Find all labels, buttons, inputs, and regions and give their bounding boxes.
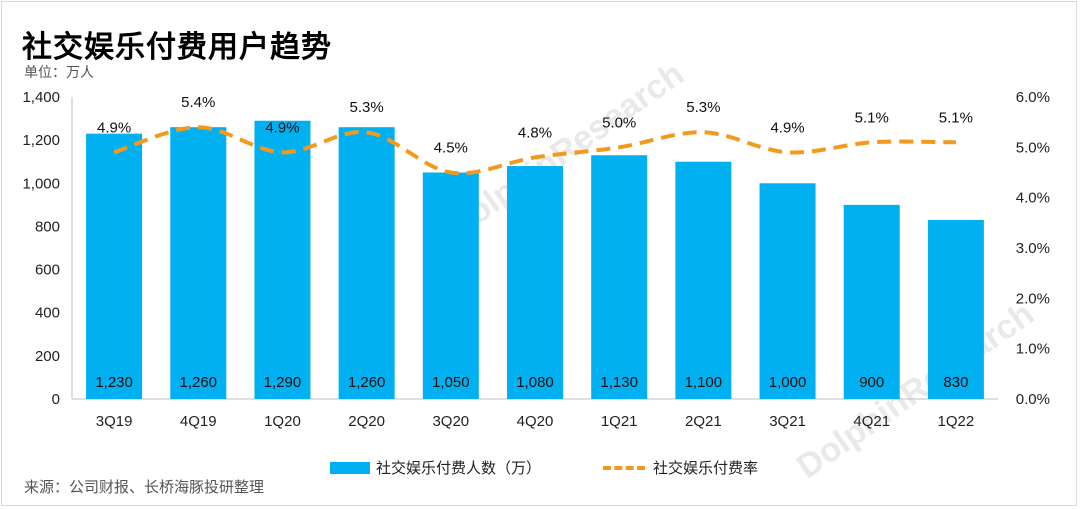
bar <box>422 172 479 399</box>
bar <box>507 166 563 399</box>
bar <box>170 127 227 399</box>
x-tick-label: 2Q21 <box>685 413 722 430</box>
rate-value-label: 4.8% <box>518 124 552 141</box>
rate-value-label: 5.0% <box>602 114 636 131</box>
chart-title: 社交娱乐付费用户趋势 <box>22 31 332 64</box>
y-left-tick-label: 0 <box>52 391 60 408</box>
legend-bar-swatch <box>330 461 370 474</box>
rate-value-label: 5.1% <box>855 109 889 126</box>
legend-item-bar: 社交娱乐付费人数（万） <box>330 457 541 478</box>
x-tick-label: 4Q21 <box>853 413 890 430</box>
x-tick-label: 1Q22 <box>938 413 975 430</box>
rate-value-label: 5.1% <box>939 109 973 126</box>
y-left-tick-label: 1,200 <box>22 132 60 149</box>
y-left-tick-label: 800 <box>35 218 60 235</box>
rate-value-label: 4.5% <box>434 140 468 157</box>
bar-value-label: 1,230 <box>95 374 133 391</box>
unit-label: 单位：万人 <box>24 64 94 80</box>
legend-bar-label: 社交娱乐付费人数（万） <box>376 460 542 477</box>
y-right-tick-label: 0.0% <box>1016 391 1050 408</box>
bar <box>591 155 648 399</box>
bar-value-label: 1,050 <box>432 374 470 391</box>
rate-value-label: 5.3% <box>350 99 384 116</box>
x-tick-label: 3Q20 <box>432 413 469 430</box>
y-right-tick-label: 4.0% <box>1016 190 1050 207</box>
legend-line-label: 社交娱乐付费率 <box>653 460 759 477</box>
y-left-tick-label: 400 <box>35 305 60 322</box>
y-right-tick-label: 1.0% <box>1016 341 1050 358</box>
bar-value-label: 1,130 <box>600 374 638 391</box>
x-tick-label: 3Q19 <box>96 413 133 430</box>
bar-value-label: 830 <box>943 374 968 391</box>
y-right-tick-label: 5.0% <box>1016 139 1050 156</box>
bar-value-label: 1,000 <box>769 374 807 391</box>
y-right-tick-label: 3.0% <box>1016 240 1050 257</box>
legend-item-line: 社交娱乐付费率 <box>603 457 758 478</box>
x-tick-label: 1Q21 <box>601 413 638 430</box>
bar-value-label: 1,100 <box>685 374 723 391</box>
x-tick-label: 2Q20 <box>348 413 385 430</box>
x-tick-label: 1Q20 <box>264 413 301 430</box>
bar <box>254 120 311 399</box>
bar <box>86 133 143 399</box>
rate-line <box>113 125 956 176</box>
bar <box>843 204 900 399</box>
y-right-tick-label: 6.0% <box>1016 89 1050 106</box>
y-left-tick-label: 1,400 <box>22 89 60 106</box>
legend-line-swatch <box>603 465 646 470</box>
y-left-tick-label: 600 <box>35 262 60 279</box>
bar-value-label: 1,080 <box>516 374 554 391</box>
x-tick-label: 4Q20 <box>517 413 554 430</box>
bar-value-label: 1,290 <box>264 374 302 391</box>
rate-value-label: 4.9% <box>97 119 131 136</box>
y-left-tick-label: 200 <box>35 348 60 365</box>
source-note: 来源：公司财报、长桥海豚投研整理 <box>24 479 265 496</box>
rate-value-label: 5.4% <box>181 94 215 111</box>
y-left-tick-label: 1,000 <box>22 175 60 192</box>
x-tick-label: 4Q19 <box>180 413 217 430</box>
bar-value-label: 1,260 <box>348 374 386 391</box>
rate-value-label: 4.9% <box>770 119 804 136</box>
bar <box>675 161 732 399</box>
rate-value-label: 4.9% <box>265 119 299 136</box>
rate-value-label: 5.3% <box>686 99 720 116</box>
bar <box>338 127 395 399</box>
chart-legend: 社交娱乐付费人数（万） 社交娱乐付费率 <box>330 457 820 478</box>
x-tick-label: 3Q21 <box>769 413 806 430</box>
bar <box>759 183 816 399</box>
y-right-tick-label: 2.0% <box>1016 290 1050 307</box>
bar <box>927 219 984 399</box>
bar-value-label: 1,260 <box>179 374 217 391</box>
bar-value-label: 900 <box>859 374 884 391</box>
